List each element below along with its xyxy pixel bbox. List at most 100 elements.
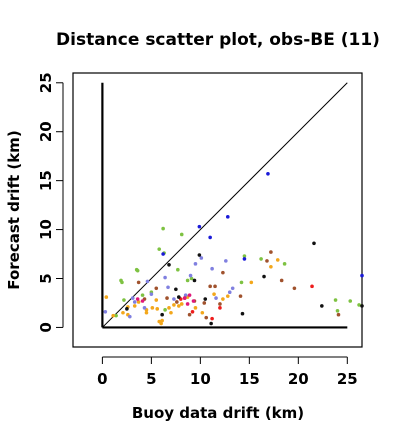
data-point [187,312,192,317]
data-point [122,298,126,302]
data-point [348,299,353,303]
data-point [335,308,340,313]
data-point [310,284,314,289]
data-point [167,306,171,310]
data-point [128,314,132,319]
data-point [174,287,178,292]
data-point [140,299,145,303]
x-tick-label: 20 [288,370,309,388]
x-tick-label: 5 [146,370,156,388]
data-point [199,256,204,260]
data-point [132,300,137,304]
y-tick-label: 20 [37,121,55,142]
data-point [159,321,163,326]
data-point [227,290,232,295]
y-tick-label: 15 [37,170,55,191]
data-point [191,299,196,303]
data-point [185,278,190,283]
data-point [145,279,150,284]
data-point [214,296,218,300]
y-tick-label: 10 [37,219,55,240]
data-point [221,297,225,301]
data-point [160,318,164,323]
x-tick-label: 10 [190,370,211,388]
data-point [177,304,181,308]
data-point [161,226,165,231]
data-point [275,258,280,262]
data-point [292,286,297,291]
data-point [279,278,284,283]
data-point [242,254,247,258]
data-point [213,284,217,289]
data-point [259,257,263,261]
data-point [111,313,115,318]
data-point [218,306,222,310]
data-point [125,307,129,311]
data-point [154,286,159,291]
data-point [130,296,135,300]
data-point [163,275,167,280]
data-point [312,241,316,246]
data-point [136,280,141,285]
data-point [269,250,273,254]
x-axis: 0 5 10 15 20 25 [97,356,358,388]
data-point [204,315,209,320]
data-point [172,303,176,307]
data-point [166,285,170,290]
data-point [239,280,244,285]
data-point [333,298,338,302]
data-point [360,273,364,278]
data-point [262,274,266,279]
data-point [135,297,140,301]
data-point [212,292,216,296]
data-point [103,309,108,314]
data-point [193,306,198,310]
data-point [202,301,207,305]
x-tick-label: 0 [97,370,107,388]
data-point [121,310,125,315]
data-point [282,262,287,266]
data-point [221,270,225,275]
data-point [224,259,228,263]
data-point [193,262,198,266]
x-tick-label: 15 [239,370,260,388]
data-point [187,293,192,297]
data-point [155,307,160,311]
data-point [114,313,118,318]
data-point [140,293,145,297]
data-point [120,280,124,285]
data-point [208,284,212,289]
data-point [179,232,184,237]
data-point [192,278,197,283]
data-point [160,312,164,317]
plot-frame [72,72,363,348]
data-point [203,297,208,301]
data-point [197,253,202,257]
data-point [149,292,154,296]
y-tick-label: 0 [37,322,55,332]
y-tick-label: 25 [37,72,55,93]
data-point [177,295,181,299]
identity-line [102,82,348,328]
data-point [183,293,188,297]
data-point [165,296,169,300]
data-point [185,302,190,306]
data-point [197,224,202,229]
data-point [360,304,364,308]
reference-lines [101,82,348,329]
data-points [103,171,364,326]
data-point [104,295,109,299]
data-point [200,310,205,315]
data-point [266,171,270,176]
data-point [157,247,162,251]
data-point [167,263,171,267]
data-point [218,302,222,306]
data-point [210,266,214,271]
data-point [176,267,180,272]
data-point [150,306,155,310]
x-axis-label: Buoy data drift (km) [132,404,304,422]
data-point [175,300,179,304]
data-point [249,280,254,285]
data-point [161,252,165,256]
